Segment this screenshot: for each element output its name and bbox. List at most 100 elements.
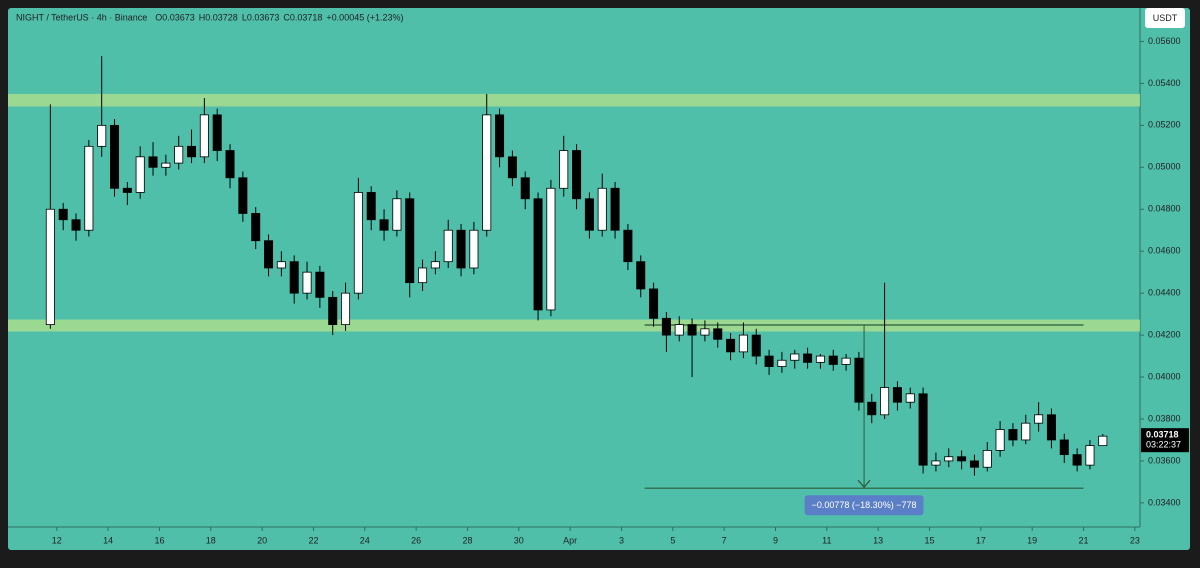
candle-body [649, 288, 659, 319]
candle-body [110, 124, 120, 189]
candle-body [1008, 429, 1018, 441]
y-tick-label: 0.05600 [1148, 36, 1181, 46]
candle-body [995, 429, 1005, 451]
candle-body [71, 219, 81, 231]
y-tick-label: 0.04000 [1148, 371, 1181, 381]
last-price-label: 0.03718 [1146, 430, 1179, 440]
candle-body [45, 208, 55, 326]
support-resistance-zone [8, 93, 1140, 107]
header-text: C0.03718 [283, 12, 322, 22]
candle-body [353, 192, 363, 294]
candle-body [379, 219, 389, 231]
candle-body [443, 229, 453, 263]
header-text: H0.03728 [199, 12, 238, 22]
candle-body [687, 324, 697, 336]
candle-body [597, 187, 607, 231]
y-tick-label: 0.04200 [1148, 329, 1181, 339]
candle-body [315, 271, 325, 298]
candle-body [495, 114, 505, 158]
candle-body [456, 229, 466, 269]
candle-body [905, 393, 915, 403]
candle-body [187, 145, 197, 158]
x-tick-label: 12 [52, 535, 62, 545]
candle-body [482, 114, 492, 231]
y-tick-label: 0.04600 [1148, 246, 1181, 256]
candle-body [790, 353, 800, 361]
candle-body [135, 156, 145, 193]
measure-arrow [857, 479, 871, 489]
candle-body [1034, 414, 1044, 424]
x-tick-label: 7 [722, 535, 727, 545]
candle-body [661, 317, 671, 336]
candle-body [469, 229, 479, 269]
candle-body [366, 192, 376, 221]
candle-body [328, 296, 338, 326]
measure-label: −0.00778 (−18.30%) −778 [812, 500, 917, 510]
x-tick-label: 18 [206, 535, 216, 545]
x-tick-label: 16 [154, 535, 164, 545]
candle-body [764, 355, 774, 367]
candle-body [880, 387, 890, 416]
candle-body [751, 334, 761, 357]
x-tick-label: 19 [1027, 535, 1037, 545]
candle-body [264, 240, 274, 269]
x-tick-label: 24 [360, 535, 370, 545]
candle-body [251, 213, 261, 242]
candle-body [430, 261, 440, 269]
candle-body [892, 387, 902, 403]
x-tick-label: 15 [925, 535, 935, 545]
candle-body [957, 456, 967, 462]
y-tick-label: 0.05200 [1148, 120, 1181, 130]
candle-body [84, 145, 94, 231]
candle-body [738, 334, 748, 353]
candle-body [238, 177, 248, 214]
candle-body [803, 353, 813, 363]
candle-body [969, 460, 979, 468]
x-tick-label: Apr [563, 535, 577, 545]
candle-body [122, 187, 132, 193]
x-tick-label: 13 [873, 535, 883, 545]
candle-body [700, 328, 710, 336]
x-tick-label: 21 [1079, 535, 1089, 545]
candle-body [212, 114, 222, 151]
currency-label: USDT [1153, 13, 1178, 23]
candle-body [302, 271, 312, 294]
candle-body [1059, 439, 1069, 456]
x-tick-label: 23 [1130, 535, 1140, 545]
support-resistance-zone [8, 319, 1140, 332]
x-tick-label: 11 [822, 535, 831, 545]
candle-body [1072, 454, 1082, 466]
x-tick-label: 26 [411, 535, 421, 545]
y-tick-label: 0.03800 [1148, 413, 1181, 423]
candle-body [674, 324, 684, 336]
x-tick-label: 9 [773, 535, 778, 545]
chart-background [8, 8, 1190, 550]
header-text: +0.00045 (+1.23%) [326, 12, 403, 22]
header-text: L0.03673 [242, 12, 280, 22]
candle-body [1021, 422, 1031, 441]
currency-button[interactable] [1145, 8, 1185, 28]
y-tick-label: 0.03600 [1148, 455, 1181, 465]
candle-body [507, 156, 517, 179]
candle-body [546, 187, 556, 311]
header-text: O0.03673 [155, 12, 195, 22]
candle-body [225, 150, 235, 179]
candle-body [854, 357, 864, 403]
candle-body [405, 198, 415, 284]
candle-body [623, 229, 633, 263]
candle-body [636, 261, 646, 290]
x-tick-label: 20 [257, 535, 267, 545]
candle-body [418, 267, 428, 284]
candle-body [726, 338, 736, 353]
candle-body [533, 198, 543, 311]
x-tick-label: 5 [670, 535, 675, 545]
candle-body [815, 355, 825, 363]
y-tick-label: 0.04800 [1148, 204, 1181, 214]
y-tick-label: 0.05000 [1148, 162, 1181, 172]
candle-body [982, 450, 992, 468]
candle-body [841, 357, 851, 365]
x-tick-label: 17 [976, 535, 986, 545]
candle-body [584, 198, 594, 231]
